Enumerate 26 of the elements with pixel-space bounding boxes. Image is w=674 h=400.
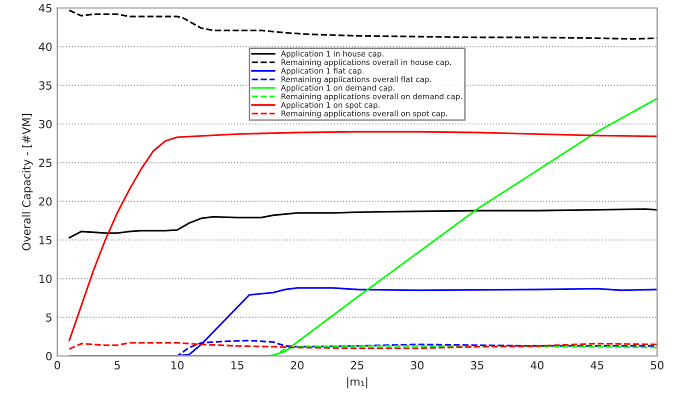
x-tick-label: 45 xyxy=(590,361,604,370)
x-tick-label: 30 xyxy=(410,361,424,370)
y-tick-label: 15 xyxy=(40,236,52,244)
y-tick-label: 35 xyxy=(39,81,52,90)
y-tick-label: 20 xyxy=(39,197,52,206)
x-tick-label: 15 xyxy=(231,361,244,370)
y-tick-label: 30 xyxy=(39,120,52,128)
x-tick-label: 0 xyxy=(54,361,60,370)
x-tick-label: 35 xyxy=(470,361,484,370)
x-tick-label: 40 xyxy=(530,361,544,370)
y-tick-label: 40 xyxy=(38,42,52,52)
line-series xyxy=(68,208,658,239)
line-series xyxy=(68,342,658,350)
x-tick-label: 20 xyxy=(290,361,304,370)
y-tick-label: 5 xyxy=(46,313,52,322)
y-tick-label: 45 xyxy=(38,4,52,12)
y-tick-label: 25 xyxy=(39,158,52,168)
line-series xyxy=(68,130,658,342)
x-tick-label: 5 xyxy=(114,361,120,370)
y-tick-label: 0 xyxy=(46,352,52,360)
y-tick-label: 10 xyxy=(40,274,52,284)
x-tick-label: 50 xyxy=(650,361,664,370)
x-tick-label: 25 xyxy=(350,361,364,370)
y-axis-title: Overall Capacity - [#VM] xyxy=(22,114,33,250)
x-axis-title: |m₁| xyxy=(347,377,368,388)
x-tick-label: 10 xyxy=(171,361,184,370)
